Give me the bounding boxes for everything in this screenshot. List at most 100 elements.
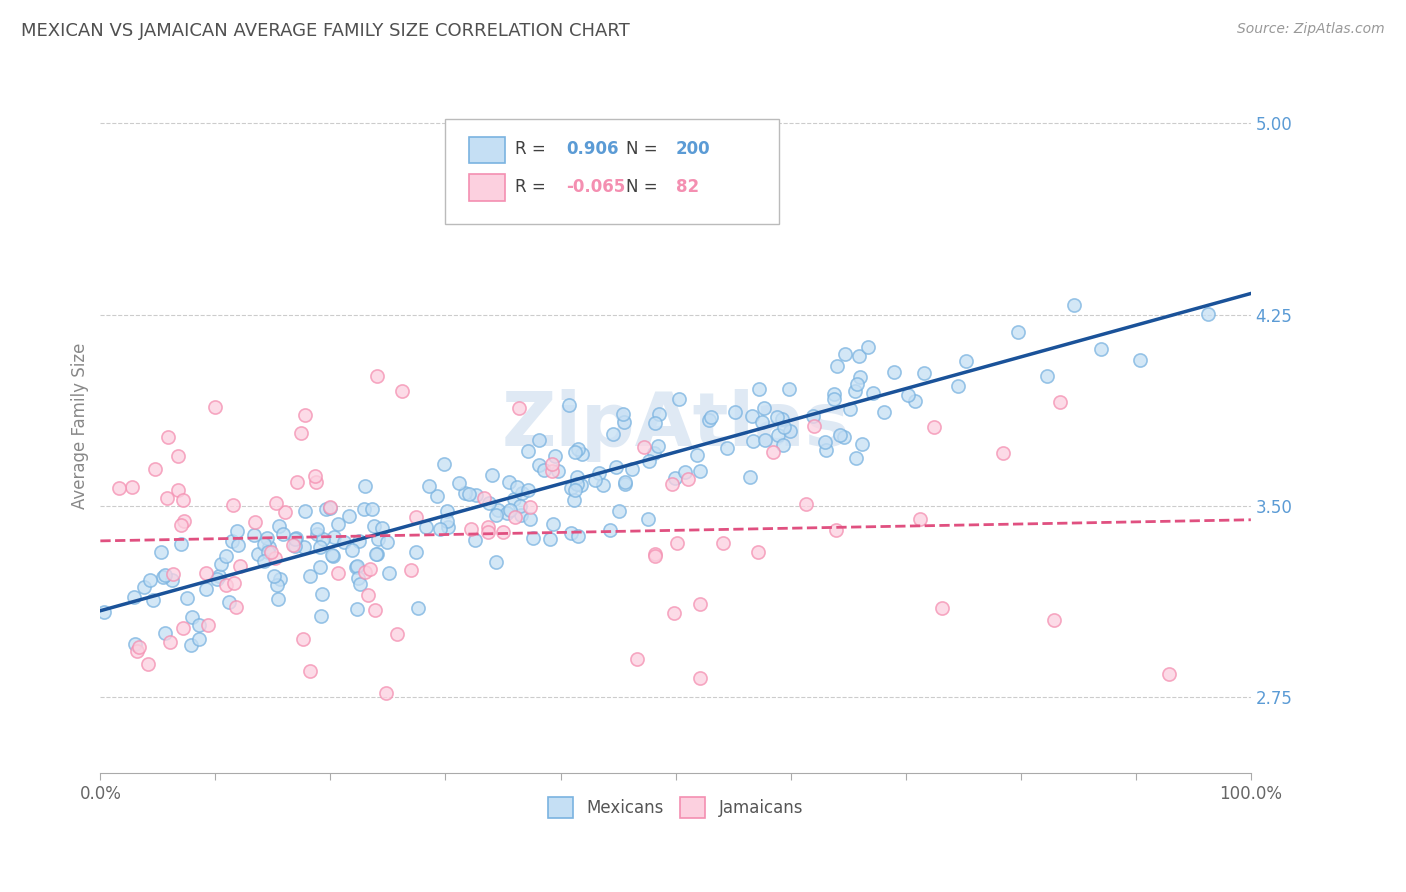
Text: N =: N = bbox=[626, 140, 664, 158]
Point bbox=[648, 407, 671, 421]
Point bbox=[205, 572, 228, 586]
Point bbox=[873, 405, 896, 419]
Point bbox=[560, 525, 582, 540]
Point bbox=[754, 433, 776, 447]
Point bbox=[668, 392, 690, 407]
Point bbox=[354, 565, 377, 579]
Point bbox=[666, 535, 689, 549]
Point bbox=[541, 516, 564, 531]
Point bbox=[644, 549, 666, 564]
Point bbox=[602, 426, 624, 441]
Point bbox=[533, 463, 555, 477]
Point bbox=[560, 481, 582, 495]
Point bbox=[1129, 352, 1152, 367]
Text: R =: R = bbox=[515, 178, 551, 195]
Point bbox=[221, 534, 243, 549]
Point bbox=[349, 577, 371, 591]
Point bbox=[486, 502, 509, 516]
Point bbox=[478, 496, 501, 510]
Point bbox=[529, 433, 551, 447]
Point bbox=[208, 569, 231, 583]
Point bbox=[436, 504, 458, 518]
Point bbox=[333, 535, 356, 549]
Point bbox=[464, 533, 486, 548]
Point bbox=[522, 531, 544, 545]
Point bbox=[284, 532, 307, 546]
Point bbox=[294, 408, 316, 422]
Point bbox=[505, 481, 527, 495]
Point bbox=[484, 508, 506, 522]
Point bbox=[762, 444, 785, 458]
Point bbox=[1042, 613, 1064, 627]
Point bbox=[748, 382, 770, 396]
Point bbox=[724, 405, 747, 419]
Point bbox=[499, 503, 522, 517]
Point bbox=[519, 511, 541, 525]
Point bbox=[492, 524, 515, 539]
FancyBboxPatch shape bbox=[468, 174, 505, 201]
Point bbox=[426, 489, 449, 503]
Point bbox=[509, 508, 531, 522]
Point bbox=[607, 504, 630, 518]
Point bbox=[319, 500, 342, 514]
Point bbox=[689, 464, 711, 478]
Point bbox=[1007, 325, 1029, 339]
Point bbox=[256, 531, 278, 545]
Point bbox=[353, 502, 375, 516]
Point bbox=[354, 479, 377, 493]
Point bbox=[160, 573, 183, 587]
Point bbox=[689, 597, 711, 611]
Point bbox=[363, 518, 385, 533]
Point bbox=[644, 547, 666, 561]
Point bbox=[814, 435, 837, 450]
Point bbox=[571, 447, 593, 461]
Point bbox=[215, 549, 238, 563]
Point bbox=[883, 364, 905, 378]
Point bbox=[543, 449, 565, 463]
Point bbox=[700, 409, 723, 424]
Point bbox=[167, 483, 190, 497]
Point bbox=[391, 384, 413, 398]
Point bbox=[433, 457, 456, 471]
Point bbox=[326, 566, 349, 580]
Point bbox=[754, 401, 776, 415]
Point bbox=[1049, 394, 1071, 409]
Point bbox=[510, 485, 533, 500]
Point bbox=[274, 505, 297, 519]
Point bbox=[567, 470, 589, 484]
Point bbox=[222, 498, 245, 512]
Point bbox=[540, 457, 562, 471]
Point bbox=[269, 572, 291, 586]
Point bbox=[741, 409, 763, 423]
Text: 0.906: 0.906 bbox=[567, 140, 619, 158]
Point bbox=[766, 427, 789, 442]
Point bbox=[538, 532, 561, 546]
Point bbox=[418, 479, 440, 493]
Point bbox=[496, 506, 519, 520]
Point bbox=[406, 601, 429, 615]
Text: Source: ZipAtlas.com: Source: ZipAtlas.com bbox=[1237, 22, 1385, 37]
Point bbox=[838, 401, 860, 416]
Point bbox=[204, 400, 226, 414]
Point bbox=[124, 590, 146, 604]
Text: -0.065: -0.065 bbox=[567, 178, 626, 195]
Point bbox=[583, 473, 606, 487]
Point bbox=[564, 445, 586, 459]
Point bbox=[955, 354, 977, 368]
Point bbox=[253, 537, 276, 551]
Point bbox=[304, 469, 326, 483]
Point bbox=[605, 460, 627, 475]
Point bbox=[803, 409, 825, 424]
Point bbox=[862, 385, 884, 400]
Point bbox=[823, 387, 845, 401]
Point bbox=[218, 594, 240, 608]
Point bbox=[845, 450, 868, 465]
Point bbox=[832, 430, 855, 444]
Point bbox=[322, 549, 344, 563]
Point bbox=[263, 569, 285, 583]
Point bbox=[503, 492, 526, 507]
Point bbox=[284, 539, 307, 553]
Point bbox=[747, 545, 769, 559]
Point bbox=[349, 533, 371, 548]
Point bbox=[222, 576, 245, 591]
